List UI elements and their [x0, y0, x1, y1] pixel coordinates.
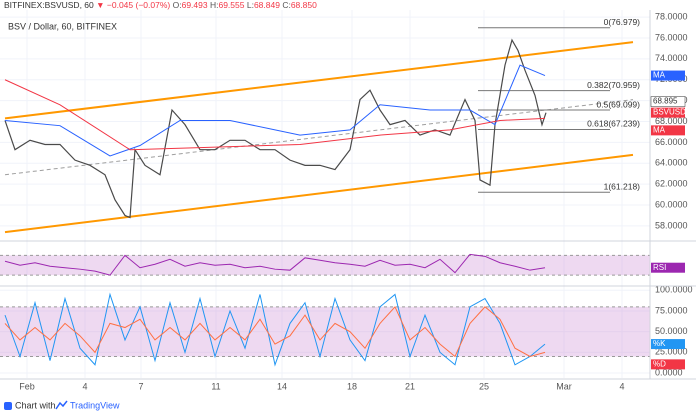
x-tick-label: Feb — [19, 381, 35, 391]
y-tick-label: 78.0000 — [655, 11, 688, 21]
logo — [4, 402, 12, 410]
x-tick-label: 21 — [405, 381, 415, 391]
y-tick-label: 64.0000 — [655, 158, 688, 168]
change: ▼ −0.045 (−0.07%) — [96, 0, 170, 10]
channel-line — [4, 153, 634, 234]
c: 68.850 — [291, 0, 317, 10]
footer-brand: TradingView — [70, 400, 120, 410]
y-tick-label: 0.0000 — [655, 367, 683, 377]
x-tick-label: 14 — [277, 381, 287, 391]
y-tick-label: 62.0000 — [655, 179, 688, 189]
x-tick-label: 25 — [479, 381, 489, 391]
series-line — [4, 38, 547, 219]
y-tick-label: 50.0000 — [655, 326, 688, 336]
h-label: H: — [210, 0, 219, 10]
x-tick-label: 7 — [138, 381, 143, 391]
y-tick-label: 25.0000 — [655, 347, 688, 357]
series-line — [4, 253, 546, 276]
c-label: C: — [282, 0, 291, 10]
fib-label: 0(76.979) — [604, 17, 641, 27]
series-tag-bg — [651, 107, 685, 118]
x-tick-label: 4 — [82, 381, 87, 391]
series-tag-bg — [651, 125, 685, 136]
last-price-label: 68.895 — [653, 97, 678, 106]
y-tick-label: 74.0000 — [655, 53, 688, 63]
fib-label: 0.618(67.239) — [587, 119, 640, 129]
symbol: BITFINEX:BSVUSD, 60 — [4, 0, 94, 10]
series-tag: MA — [653, 71, 666, 80]
series-tag: MA — [653, 125, 666, 134]
l-label: L: — [247, 0, 254, 10]
series-line — [4, 79, 546, 151]
band — [0, 306, 650, 357]
series-tag-bg — [651, 262, 685, 273]
footer-prefix: Chart with — [15, 400, 56, 410]
channel-line — [4, 99, 634, 176]
series-tag: RSI — [653, 263, 666, 272]
y-tick-label: 68.0000 — [655, 116, 688, 126]
fib-label: 0.382(70.959) — [587, 80, 640, 90]
y-tick-label: 100.0000 — [655, 285, 693, 295]
brand-logo — [55, 400, 68, 410]
o: 69.493 — [182, 0, 208, 10]
x-tick-label: Mar — [556, 381, 572, 391]
y-tick-label: 60.0000 — [655, 199, 688, 209]
series-tag: BSVUSD — [653, 108, 686, 117]
channel-line — [4, 41, 634, 120]
x-tick-label: 4 — [619, 381, 624, 391]
o-label: O: — [173, 0, 182, 10]
last-price-bg — [650, 96, 686, 107]
x-tick-label: 18 — [347, 381, 357, 391]
chart-title: BSV / Dollar, 60, BITFINEX — [8, 21, 117, 31]
band — [0, 255, 650, 276]
x-tick-label: 11 — [211, 381, 220, 391]
series-tag-bg — [651, 339, 685, 350]
series-line — [4, 292, 546, 367]
header: BITFINEX:BSVUSD, 60 ▼ −0.045 (−0.07%) O:… — [4, 0, 317, 10]
series-tag-bg — [651, 70, 685, 81]
series-tag-bg — [651, 359, 685, 370]
y-tick-label: 66.0000 — [655, 137, 688, 147]
fib-label: 1(61.218) — [604, 182, 641, 192]
series-line — [4, 305, 546, 358]
series-tag: %K — [653, 339, 666, 348]
fib-label: 0.5(69.099) — [597, 99, 641, 109]
h: 69.555 — [218, 0, 244, 10]
series-tag: %D — [653, 359, 666, 368]
y-tick-label: 75.0000 — [655, 305, 688, 315]
l: 68.849 — [254, 0, 280, 10]
y-tick-label: 58.0000 — [655, 220, 688, 230]
y-tick-label: 76.0000 — [655, 32, 688, 42]
